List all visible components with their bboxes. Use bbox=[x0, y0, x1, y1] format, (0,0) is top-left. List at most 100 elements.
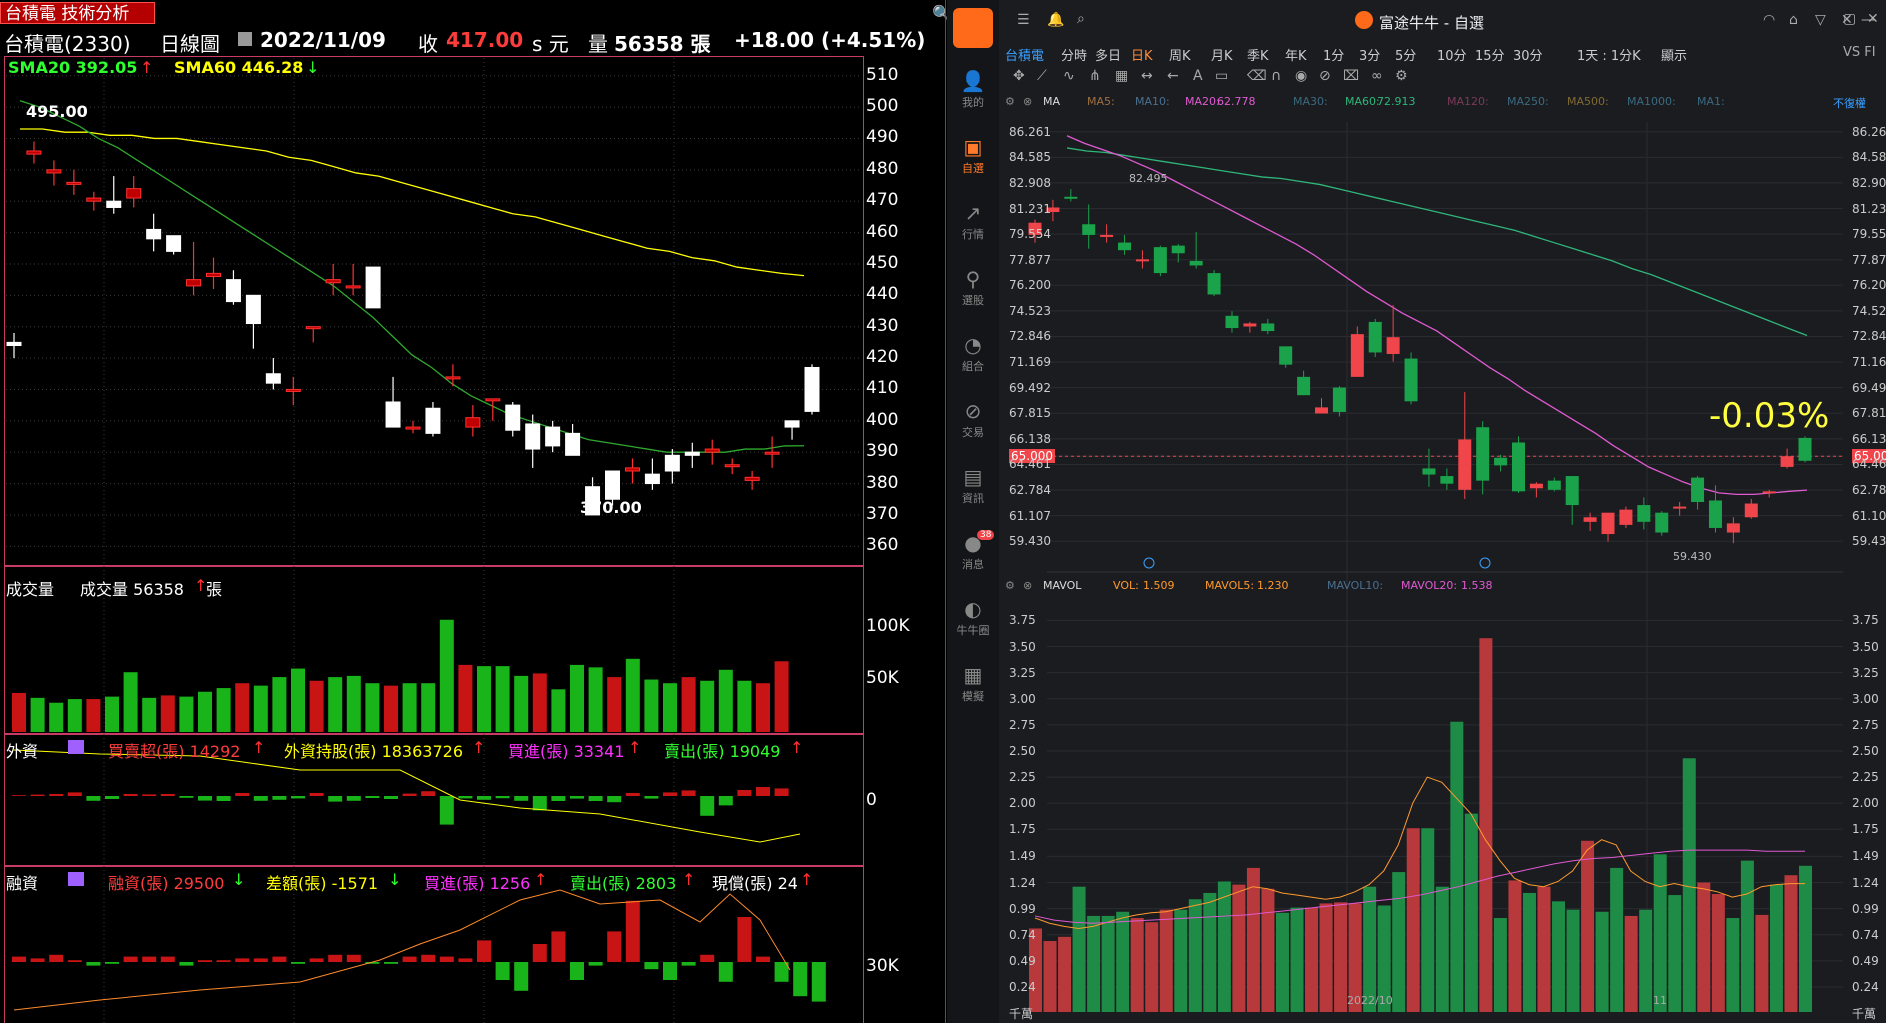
wave-tool-icon[interactable]: ∿ bbox=[1063, 68, 1075, 84]
grid-tool-icon[interactable]: ▦ bbox=[1115, 68, 1129, 84]
arrow-tool-icon[interactable]: ← bbox=[1167, 68, 1179, 84]
menu-icon[interactable]: ☰ bbox=[1017, 12, 1030, 28]
search-icon[interactable]: ⌕ bbox=[1077, 11, 1085, 27]
measure-tool-icon[interactable]: ↔ bbox=[1141, 68, 1153, 84]
magnet-icon[interactable]: ∩ bbox=[1271, 68, 1282, 84]
text-tool-icon[interactable]: A bbox=[1193, 68, 1203, 84]
eraser-icon[interactable]: ⌫ bbox=[1247, 68, 1267, 84]
fork-tool-icon[interactable]: ⋔ bbox=[1089, 68, 1101, 84]
foreign-bar bbox=[477, 796, 491, 800]
period-tab[interactable]: 顯示 bbox=[1661, 49, 1688, 64]
event-marker-e-icon bbox=[1479, 557, 1491, 569]
sidebar-item-label: 自選 bbox=[962, 162, 984, 175]
period-tab[interactable]: 30分 bbox=[1513, 49, 1543, 64]
trash-icon[interactable]: ⌧ bbox=[1343, 68, 1360, 84]
headset-icon[interactable]: ◠ bbox=[1763, 12, 1776, 28]
gear-icon[interactable]: ⚙ bbox=[1005, 579, 1015, 592]
candle-body bbox=[245, 294, 261, 325]
period-tab[interactable]: 10分 bbox=[1437, 49, 1467, 64]
candle-body bbox=[684, 451, 700, 456]
ma20-label: MA20: bbox=[1185, 95, 1220, 108]
period-tab[interactable]: 年K bbox=[1285, 49, 1307, 64]
volume-title: 成交量 bbox=[6, 580, 55, 599]
close-icon[interactable]: ✕ bbox=[1867, 11, 1879, 27]
volume-bar bbox=[1697, 882, 1711, 1012]
sidebar-item-community[interactable]: ◐ 牛牛圈 bbox=[947, 596, 999, 638]
volume-tick: 1.49 bbox=[1852, 849, 1879, 864]
mavol-label[interactable]: MAVOL bbox=[1043, 579, 1082, 592]
volume-bar bbox=[1203, 892, 1217, 1012]
list-icon[interactable] bbox=[68, 740, 84, 754]
period-tab[interactable]: 日K bbox=[1131, 49, 1153, 64]
sidebar-item-profile[interactable]: 👤 我的 bbox=[947, 68, 999, 110]
period-tab[interactable]: 周K bbox=[1169, 49, 1191, 64]
mavol-legend: ⚙ ⊗ MAVOL VOL: 1.509 MAVOL5: 1.230 MAVOL… bbox=[1003, 576, 1883, 596]
sidebar-item-news[interactable]: ▤ 資訊 bbox=[947, 464, 999, 506]
shirt-icon[interactable]: ▽ bbox=[1815, 12, 1826, 28]
sidebar-item-screener[interactable]: ⚲ 選股 bbox=[947, 266, 999, 308]
volume-bar bbox=[439, 619, 454, 732]
x-label-oct: 2022/10 bbox=[1347, 994, 1393, 1007]
eye-icon[interactable]: ◉ bbox=[1295, 68, 1308, 84]
zoom-icon[interactable]: 🔍 bbox=[932, 4, 952, 23]
margin-bar bbox=[663, 962, 677, 980]
period-tab[interactable]: 多日 bbox=[1095, 49, 1122, 64]
candle-body bbox=[1511, 442, 1525, 492]
down-arrow-icon: ↓ bbox=[388, 870, 402, 889]
sidebar-item-trade[interactable]: ⊘ 交易 bbox=[947, 398, 999, 440]
period-tab[interactable]: 5分 bbox=[1395, 49, 1417, 64]
period-tab[interactable]: 1分 bbox=[1323, 49, 1345, 64]
foreign-bar bbox=[681, 790, 696, 796]
shrink-icon[interactable]: ✕ bbox=[1841, 12, 1853, 28]
hide-icon[interactable]: ⊘ bbox=[1319, 68, 1331, 84]
dropdown-icon[interactable] bbox=[238, 32, 252, 46]
candle-body bbox=[1243, 323, 1257, 327]
volume-bar bbox=[1682, 758, 1696, 1012]
close-indicator-icon[interactable]: ⊗ bbox=[1023, 579, 1033, 592]
volume-tick-left: 0.74 bbox=[1009, 927, 1036, 942]
gear-icon[interactable]: ⚙ bbox=[1005, 95, 1015, 108]
sidebar-item-message[interactable]: ● 消息 38 bbox=[947, 530, 999, 572]
close-indicator-icon[interactable]: ⊗ bbox=[1023, 95, 1033, 108]
list-icon[interactable] bbox=[68, 872, 84, 886]
trade-icon: ⊘ bbox=[964, 399, 982, 423]
period-tab[interactable]: 季K bbox=[1247, 49, 1269, 64]
price-tick: 380 bbox=[866, 472, 899, 493]
stock-tab[interactable]: 台積電 bbox=[1005, 49, 1045, 64]
mavol20-label: MAVOL20: bbox=[1401, 579, 1458, 592]
period-tab[interactable]: 3分 bbox=[1359, 49, 1381, 64]
foreign-bar bbox=[216, 796, 231, 801]
period-tab[interactable]: 15分 bbox=[1475, 49, 1505, 64]
window-title-tab[interactable]: 台積電 技術分析 bbox=[0, 2, 155, 24]
sidebar-item-watchlist[interactable]: ▣ 自選 bbox=[947, 134, 999, 176]
sidebar-item-portfolio[interactable]: ◔ 組合 bbox=[947, 332, 999, 374]
ma-label[interactable]: MA bbox=[1043, 95, 1061, 108]
link-icon[interactable]: ∞ bbox=[1371, 68, 1383, 84]
line-tool-icon[interactable]: ⟋ bbox=[1037, 68, 1047, 84]
lock-icon[interactable]: ⌂ bbox=[1789, 12, 1798, 28]
sidebar-item-simulator[interactable]: ▦ 模擬 bbox=[947, 662, 999, 704]
note-tool-icon[interactable]: ▭ bbox=[1215, 68, 1229, 84]
candle-body bbox=[485, 398, 501, 402]
volume-bar bbox=[1377, 905, 1391, 1012]
margin-bar bbox=[551, 931, 566, 962]
volume-bar bbox=[700, 680, 715, 732]
maximize-icon[interactable]: ▢ bbox=[1843, 11, 1857, 27]
price-tick: 480 bbox=[866, 158, 899, 179]
crosshair-icon[interactable]: ✥ bbox=[1013, 68, 1025, 84]
period-tab[interactable]: 月K bbox=[1211, 49, 1233, 64]
compare-label[interactable]: VS FI bbox=[1843, 45, 1876, 60]
minimize-icon[interactable]: — bbox=[1861, 12, 1875, 28]
volume-tick-left: 1.24 bbox=[1009, 875, 1036, 890]
period-tab[interactable]: 1天 : 1分K bbox=[1577, 49, 1641, 64]
volume-bar bbox=[1392, 872, 1406, 1012]
candle-body bbox=[1547, 480, 1561, 490]
volume-tick: 3.00 bbox=[1852, 691, 1879, 706]
foreign-bar bbox=[663, 792, 677, 796]
foreign-bar bbox=[105, 796, 119, 799]
bell-icon[interactable]: 🔔 bbox=[1047, 12, 1065, 28]
no-adjust-toggle[interactable]: 不復權 bbox=[1833, 97, 1866, 110]
period-tab[interactable]: 分時 bbox=[1061, 49, 1088, 64]
sidebar-item-market[interactable]: ↗ 行情 bbox=[947, 200, 999, 242]
settings-icon[interactable]: ⚙ bbox=[1395, 68, 1408, 84]
